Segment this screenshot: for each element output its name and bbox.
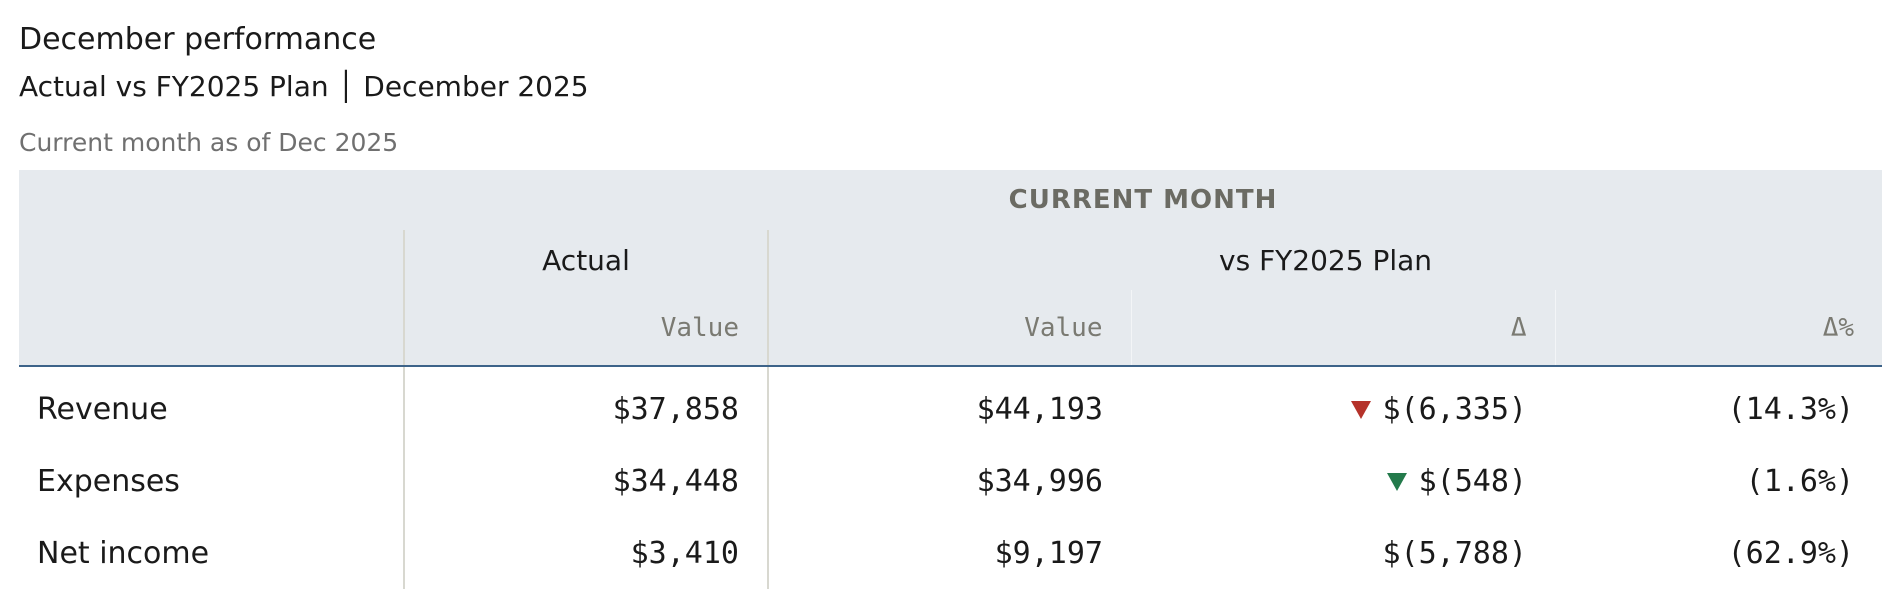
cell: $(5,788) <box>1382 535 1528 571</box>
subgroup-header: vs FY2025 Plan <box>766 230 1883 290</box>
row-label: Net income <box>37 535 210 571</box>
cell: $37,858 <box>403 366 768 445</box>
cell: (14.3%) <box>1727 391 1855 427</box>
title: December performance <box>19 22 377 57</box>
cell: $34,448 <box>403 445 768 517</box>
cell: $9,197 <box>767 517 1131 589</box>
cell-text: $(548) <box>1418 463 1527 499</box>
cell: $(548) <box>1131 445 1555 517</box>
cell: $44,193 <box>767 366 1131 445</box>
empty <box>19 290 404 367</box>
cell: (1.6%) <box>1745 463 1855 499</box>
cell: $3,410 <box>403 517 768 589</box>
cell: $(6,335) <box>1131 366 1555 445</box>
down-indicator <box>1386 473 1407 491</box>
row-label: Expenses <box>37 463 180 499</box>
column-header: Value <box>767 290 1131 367</box>
column-header: Value <box>403 290 768 367</box>
cell: (62.9%) <box>1727 535 1855 571</box>
performance-table: CURRENT MONTH Actual vs FY2025 Plan Value… <box>19 170 1883 589</box>
subgroup-header: Actual <box>403 230 768 290</box>
cell-text: $(6,335) <box>1382 391 1528 427</box>
row-label: Revenue <box>37 391 168 427</box>
note: Current month as of Dec 2025 <box>19 128 399 157</box>
column-header: Δ% <box>1554 290 1883 367</box>
cell: $34,996 <box>767 445 1131 517</box>
empty <box>19 170 404 230</box>
down-indicator <box>1350 401 1371 419</box>
subtitle: Actual vs FY2025 Plan │ December 2025 <box>19 70 589 103</box>
column-header: Δ <box>1130 290 1555 367</box>
group-header: CURRENT MONTH <box>1008 185 1278 215</box>
empty <box>19 230 404 290</box>
